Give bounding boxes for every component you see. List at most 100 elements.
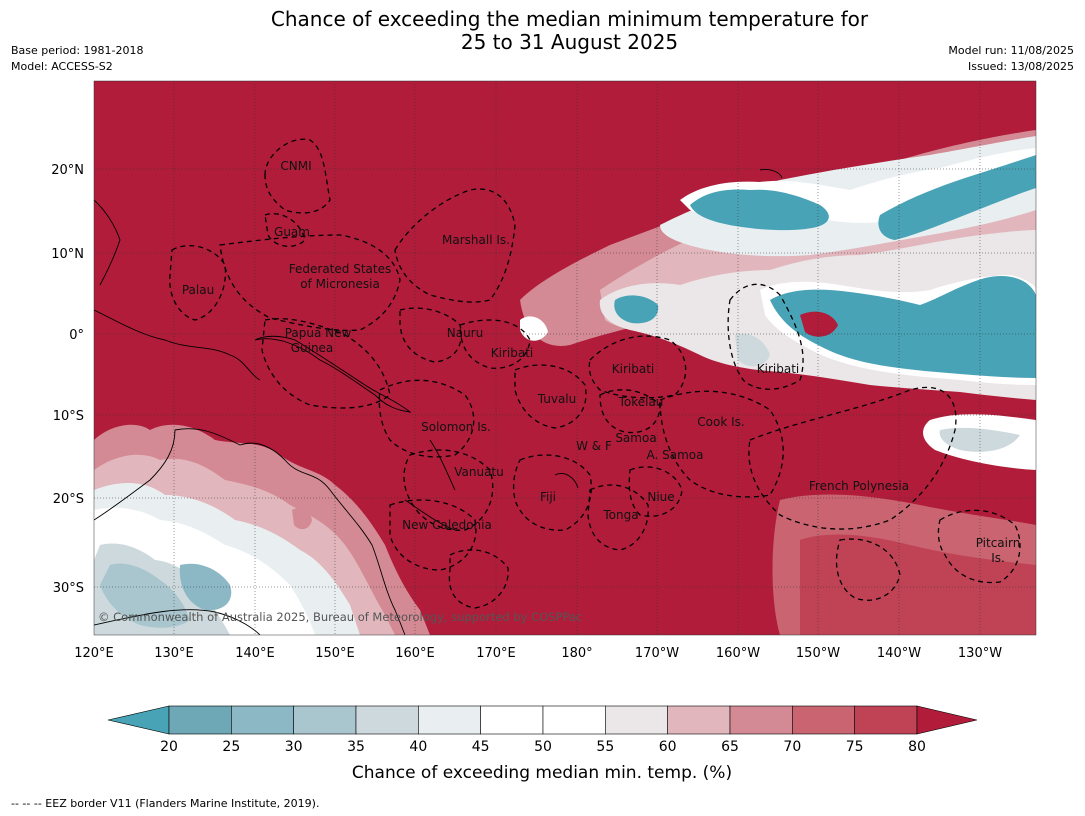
coast-north-australia — [94, 429, 176, 521]
longitude-label: 170°E — [476, 646, 516, 661]
copyright-notice: © Commonwealth of Australia 2025, Bureau… — [98, 610, 582, 624]
coast-east-australia — [174, 428, 406, 635]
map-frame — [93, 80, 1037, 636]
meta-right: Model run: 11/08/2025 Issued: 13/08/2025 — [948, 43, 1074, 75]
eez-kiribati-line — [727, 283, 804, 390]
eez-cook — [659, 390, 784, 498]
eez-vanuatu — [403, 449, 494, 531]
meta-left: Base period: 1981-2018 Model: ACCESS-S2 — [11, 43, 143, 75]
eez-french-polynesia — [748, 386, 957, 530]
place-label: A. Samoa — [647, 448, 704, 462]
region-equatorial-cool-core — [770, 275, 1036, 378]
coastlines — [94, 169, 783, 635]
region-north-cool-core-1 — [690, 189, 829, 231]
colorbar-segment — [293, 705, 357, 735]
latitude-label: 20°N — [51, 163, 84, 178]
place-label: Samoa — [615, 431, 656, 445]
colorbar-segment — [667, 705, 731, 735]
colorbar-tick-label: 30 — [285, 739, 303, 755]
place-label: Marshall Is. — [442, 233, 510, 247]
region-north-cool-core-2 — [878, 155, 1036, 240]
eez-south-pacific — [835, 538, 901, 601]
place-label: Pitcairn — [976, 536, 1021, 550]
coast-new-caledonia — [404, 499, 456, 531]
eez-fiji — [513, 454, 592, 531]
coast-hawaii — [759, 169, 783, 179]
colorbar-segment — [480, 705, 544, 735]
eez-cnmi — [264, 138, 331, 214]
region-west-cool-blob — [614, 295, 659, 324]
model-run: Model run: 11/08/2025 — [948, 44, 1074, 57]
place-label: Nauru — [447, 326, 483, 340]
longitude-label: 160°E — [395, 646, 435, 661]
colorbar-segment — [168, 705, 232, 735]
colorbar-tick-label: 45 — [472, 739, 490, 755]
eez-new-caledonia — [389, 499, 477, 571]
place-label: Kiribati — [612, 362, 654, 376]
colorbar-title: Chance of exceeding median min. temp. (%… — [352, 763, 732, 783]
colorbar-segment — [542, 705, 606, 735]
colorbar-segment — [854, 705, 918, 735]
eez-borders — [169, 138, 1021, 609]
place-label: Tuvalu — [537, 392, 577, 406]
latitude-label: 0° — [69, 328, 84, 343]
graticule — [94, 81, 1036, 635]
issued-date: Issued: 13/08/2025 — [967, 60, 1074, 73]
longitude-label: 130°E — [154, 646, 194, 661]
coast-indonesia — [94, 309, 261, 381]
coast-south-australia — [94, 609, 261, 635]
eez-png — [261, 318, 391, 409]
base-period: Base period: 1981-2018 — [11, 44, 144, 57]
colorbar-tick-label: 75 — [846, 739, 864, 755]
region-kiribati-neutral — [735, 333, 770, 367]
colorbar-extend-high — [916, 705, 978, 735]
longitude-label: 130°W — [958, 646, 1002, 661]
longitude-label: 160°W — [716, 646, 760, 661]
colorbar-tick-label: 80 — [908, 739, 926, 755]
longitude-labels: 120°E 130°E 140°E 150°E 160°E 170°E 180° 170°W 1… — [74, 646, 1002, 661]
eez-norfolk — [448, 549, 509, 609]
place-label: W & F — [576, 439, 612, 453]
colorbar: 20 25 30 35 40 45 50 55 60 65 70 75 80 — [107, 705, 978, 755]
colorbar-tick-label: 50 — [534, 739, 552, 755]
eez-nauru — [399, 307, 462, 363]
colorbar-segment — [231, 705, 294, 735]
longitude-label: 180° — [561, 646, 592, 661]
coast-vanuatu — [429, 439, 456, 491]
place-label: Guam — [274, 225, 310, 239]
eez-marshall — [394, 188, 516, 303]
colorbar-tick-label: 70 — [783, 739, 801, 755]
region-aus-hot-spot — [292, 508, 312, 530]
colorbar-tick-label: 65 — [721, 739, 739, 755]
latitude-label: 10°N — [51, 247, 84, 262]
latitude-labels: 20°N 10°N 0° 10°S 20°S 30°S — [51, 163, 84, 596]
place-label: Papua New — [285, 326, 352, 340]
place-label: Cook Is. — [697, 415, 744, 429]
place-label: Kiribati — [491, 346, 533, 360]
eez-kiribati-west — [459, 319, 531, 369]
place-label: Guinea — [291, 341, 334, 355]
eez-pitcairn — [937, 509, 1021, 584]
place-label: Kiribati — [757, 362, 799, 376]
colorbar-segment — [792, 705, 855, 735]
longitude-label: 150°E — [315, 646, 355, 661]
longitude-label: 140°W — [877, 646, 921, 661]
colorbar-extend-low — [107, 705, 170, 735]
region-small-neutral-1 — [520, 316, 548, 341]
longitude-label: 170°W — [635, 646, 679, 661]
model-name: Model: ACCESS-S2 — [11, 60, 113, 73]
place-label: New Caledonia — [402, 518, 492, 532]
colorbar-tick-label: 20 — [160, 739, 178, 755]
place-label: French Polynesia — [809, 479, 909, 493]
coast-fiji — [554, 473, 579, 489]
latitude-label: 10°S — [53, 409, 84, 424]
coast-philippines — [94, 199, 121, 286]
longitude-label: 140°E — [235, 646, 275, 661]
place-label: CNMI — [280, 159, 311, 173]
eez-niue — [628, 466, 683, 517]
place-label: Palau — [182, 283, 214, 297]
region-se-neutral-2 — [939, 427, 1020, 452]
